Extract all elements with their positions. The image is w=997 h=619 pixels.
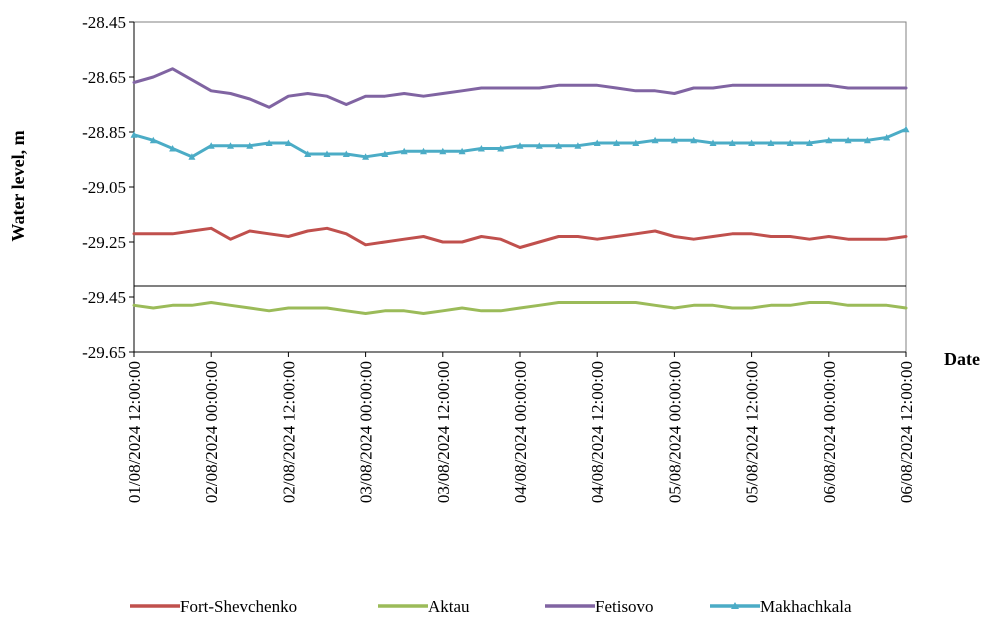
data-point-marker: [497, 145, 505, 152]
data-point-marker: [690, 136, 698, 144]
data-point-marker: [844, 136, 852, 144]
legend-label: Aktau: [428, 597, 470, 616]
legend-item: Fort-Shevchenko: [130, 597, 297, 616]
series-line: [132, 67, 908, 109]
data-point-marker: [632, 139, 640, 146]
data-point-marker: [902, 125, 910, 133]
x-tick-label: 05/08/2024 00:00:00: [665, 361, 684, 503]
data-point-marker: [535, 142, 543, 149]
data-point-marker: [439, 147, 447, 155]
legend-marker: [731, 602, 739, 609]
data-point-marker: [767, 139, 775, 146]
plot-area-border: [133, 21, 907, 353]
data-point-marker: [246, 142, 254, 149]
series-lines: [130, 67, 910, 315]
series-makhachkala: [130, 125, 910, 160]
x-tick-label: 03/08/2024 00:00:00: [357, 361, 376, 503]
ticks: -28.45 -28.65 -28.85 -29.05 -29.25 -29.45 -29.…: [82, 13, 916, 503]
data-point-marker: [304, 150, 312, 157]
data-point-marker: [651, 136, 659, 144]
series-aktau: [132, 301, 908, 315]
data-point-marker: [670, 136, 678, 144]
x-tick-label: 06/08/2024 12:00:00: [897, 361, 916, 503]
data-point-marker: [748, 139, 756, 146]
legend: Fort-Shevchenko Aktau Fetisovo Makhachkala: [130, 597, 852, 616]
legend-label: Fetisovo: [595, 597, 654, 616]
data-point-marker: [169, 145, 177, 152]
data-point-marker: [883, 134, 891, 141]
data-point-marker: [265, 139, 273, 146]
x-tick-label: 01/08/2024 12:00:00: [125, 361, 144, 503]
data-point-marker: [863, 136, 871, 144]
legend-item: Fetisovo: [545, 597, 654, 616]
data-point-marker: [709, 139, 717, 146]
series-fort-shevchenko: [132, 226, 908, 249]
data-point-marker: [458, 147, 466, 155]
data-point-marker: [381, 150, 389, 157]
data-point-marker: [227, 142, 234, 149]
data-point-marker: [574, 142, 582, 149]
y-tick-label: -29.25: [82, 233, 126, 252]
data-point-marker: [284, 139, 292, 146]
data-point-marker: [728, 139, 736, 146]
y-tick-label: -28.65: [82, 68, 126, 87]
data-point-marker: [593, 139, 601, 146]
legend-label: Makhachkala: [760, 597, 852, 616]
legend-item: Aktau: [378, 597, 470, 616]
data-point-marker: [342, 150, 350, 157]
data-point-marker: [477, 145, 485, 152]
y-axis-title: Water level, m: [8, 130, 28, 241]
data-point-marker: [323, 150, 331, 157]
data-point-marker: [188, 153, 196, 160]
data-point-marker: [786, 139, 794, 146]
data-point-marker: [613, 139, 620, 146]
x-tick-label: 06/08/2024 00:00:00: [820, 361, 839, 503]
data-point-marker: [400, 147, 408, 155]
y-tick-label: -29.45: [82, 288, 126, 307]
x-axis-title: Date: [944, 349, 980, 369]
x-tick-label: 03/08/2024 12:00:00: [434, 361, 453, 503]
legend-label: Fort-Shevchenko: [180, 597, 297, 616]
data-point-marker: [825, 136, 833, 144]
y-tick-label: -29.05: [82, 178, 126, 197]
x-tick-label: 02/08/2024 00:00:00: [202, 361, 221, 503]
y-tick-label: -29.65: [82, 343, 126, 362]
data-point-marker: [207, 142, 215, 149]
data-point-marker: [420, 147, 427, 155]
x-tick-label: 04/08/2024 00:00:00: [511, 361, 530, 503]
data-point-marker: [149, 136, 157, 144]
series-line: [132, 226, 908, 249]
data-point-marker: [555, 142, 563, 149]
x-tick-label: 05/08/2024 12:00:00: [743, 361, 762, 503]
legend-item: Makhachkala: [710, 597, 852, 616]
axes: [133, 21, 907, 353]
x-tick-label: 04/08/2024 12:00:00: [588, 361, 607, 503]
series-fetisovo: [132, 67, 908, 109]
y-tick-label: -28.45: [82, 13, 126, 32]
series-line: [132, 301, 908, 315]
data-point-marker: [516, 142, 524, 149]
data-point-marker: [806, 139, 813, 146]
y-tick-label: -28.85: [82, 123, 126, 142]
data-point-marker: [130, 131, 138, 138]
data-point-marker: [362, 153, 370, 160]
x-tick-label: 02/08/2024 12:00:00: [279, 361, 298, 503]
